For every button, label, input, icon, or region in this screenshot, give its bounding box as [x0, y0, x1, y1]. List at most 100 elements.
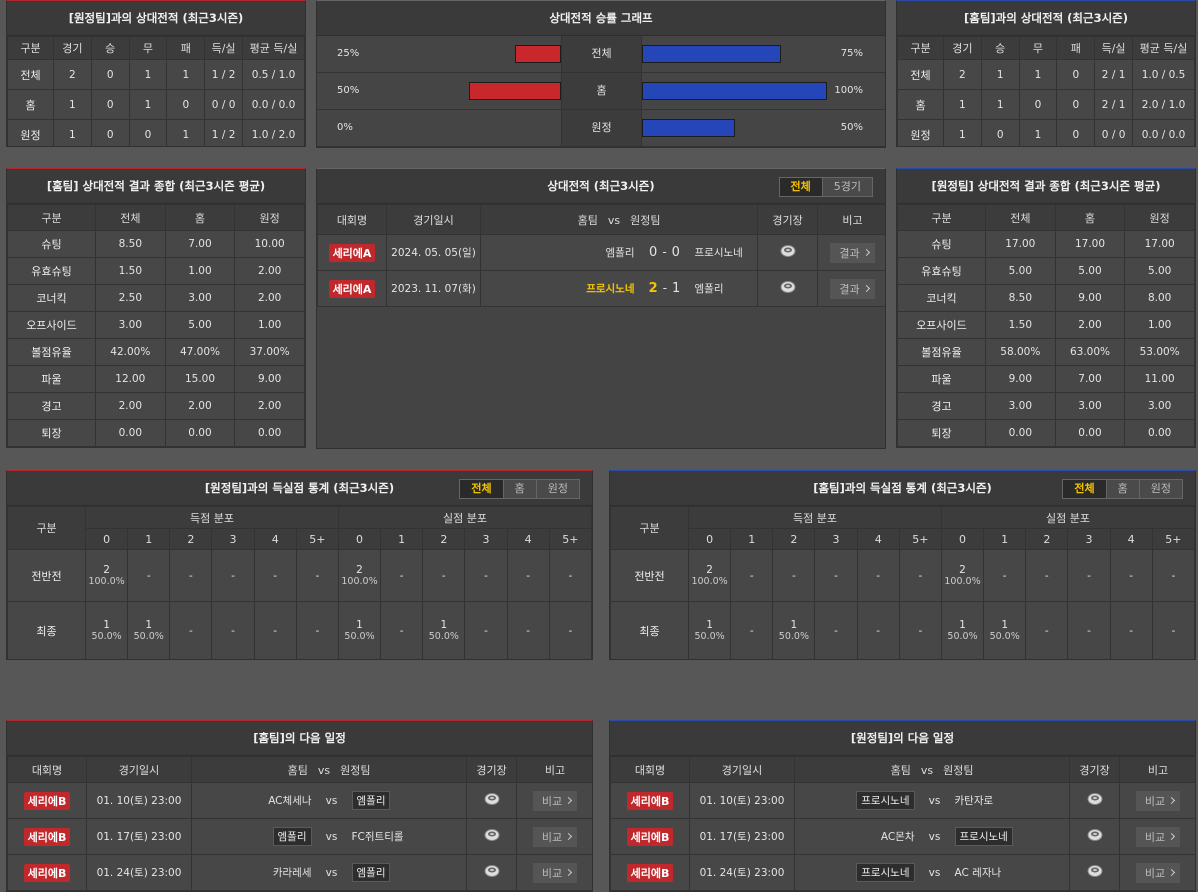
bin-header: 0 [940, 528, 985, 550]
cell: 1 [53, 119, 92, 146]
cell: 37.00% [234, 338, 305, 366]
goals-table: 구분 득점 분포 실점 분포 0 1 2 3 4 5+ 0 1 2 3 4 5+ 전반전 2 100.0% - - - -… [610, 506, 1195, 659]
stadium-icon [780, 245, 796, 257]
button[interactable]: 비교 [1135, 790, 1181, 811]
column-header: 평균 득/실 [242, 36, 305, 60]
button[interactable]: 비교 [532, 790, 578, 811]
panel-title: [원정팀]과의 상대전적 (최근3시즌) [68, 11, 244, 25]
column-header: 승 [980, 36, 1020, 60]
cell: 15.00 [164, 365, 236, 393]
cell: 3.00 [1124, 392, 1195, 420]
cell-count: 1 [1001, 619, 1009, 631]
panel-title: [원정팀]과의 득실점 통계 (최근3시즌) [204, 481, 395, 495]
tab[interactable]: 전체 [460, 480, 503, 498]
header-row: 대회명 경기일시 홈팀 vs 원정팀 경기장 비고 [610, 756, 1195, 783]
row-label: 최종 [610, 601, 689, 659]
tab[interactable]: 원정 [1138, 480, 1182, 498]
column-header: 무 [1018, 36, 1058, 60]
button[interactable]: 비교 [532, 826, 578, 847]
stadium-icon [1087, 829, 1103, 841]
tab[interactable]: 홈 [502, 480, 536, 498]
column-header: 비고 [817, 204, 885, 235]
left-label: 25% [337, 48, 360, 59]
cell: 0 [1056, 119, 1096, 146]
button[interactable]: 비교 [1135, 826, 1181, 847]
cell: 2 [53, 59, 92, 90]
button[interactable]: 비교 [1135, 862, 1181, 883]
cell: - [127, 549, 171, 602]
tab[interactable]: 홈 [1105, 480, 1139, 498]
cell-count: 1 [706, 619, 713, 631]
middle-cell: 0-0 [638, 234, 691, 271]
cell: 1.0 / 2.0 [242, 119, 305, 146]
cell: 58.00% [985, 338, 1056, 366]
cell-percent: 50.0% [947, 631, 978, 642]
middle-cell: vs [315, 782, 348, 819]
column-header-part: vs [920, 763, 934, 777]
cell: - [253, 549, 297, 602]
row: 볼점유율 42.00% 47.00% 37.00% [7, 338, 305, 366]
away-cell: 프로시노네 [690, 234, 759, 271]
score-separator: - [662, 281, 668, 295]
left-label: 0% [337, 122, 353, 133]
row: 파울 9.00 7.00 11.00 [897, 365, 1195, 393]
home-cell: 프로시노네 [794, 782, 919, 819]
tab[interactable]: 원정 [535, 480, 579, 498]
bin-header: 4 [253, 528, 297, 550]
cell-percent: 100.0% [691, 575, 728, 587]
button[interactable]: 결과 [830, 242, 875, 263]
home-team: AC몬차 [880, 831, 915, 843]
column-header: 경기일시 [386, 204, 481, 235]
column-header: 경기 [943, 36, 982, 60]
match-table: 대회명 경기일시 홈팀 vs 원정팀 경기장 비고 세리에B 01. 10(토) 23:00 AC… [7, 756, 592, 891]
cell-count: 1 [959, 619, 966, 631]
button[interactable]: 결과 [830, 278, 875, 299]
stats-table: 구분 전체 홈 원정 슈팅 8.50 7.00 10.00 유효슈팅 1.50 1.00 2.00 코너… [7, 204, 305, 447]
cell: - [211, 549, 255, 602]
panel: [원정팀]과의 상대전적 (최근3시즌) 구분 경기 승 무 패 득/실 평균 득/실 전체 2 0… [6, 0, 306, 147]
cell: 8.00 [1124, 284, 1195, 312]
column-header: 승 [90, 36, 130, 60]
button[interactable]: 비교 [532, 862, 578, 883]
tab[interactable]: 5경기 [821, 178, 872, 196]
row-header: 구분 [7, 506, 86, 550]
column-header: 경기 [53, 36, 92, 60]
cell: - [548, 601, 592, 659]
button-cell: 결과 [817, 234, 885, 271]
cell: 1 50.0% [84, 601, 129, 659]
cell: 3.00 [95, 311, 166, 339]
cell: 1 / 2 [204, 59, 243, 90]
league-cell: 세리에A [317, 270, 387, 307]
away-score: 1 [672, 281, 681, 296]
date: 01. 17(토) 23:00 [86, 818, 192, 855]
match-row: 세리에B 01. 10(토) 23:00 프로시노네 vs 카탄자로 비교 [610, 782, 1195, 819]
away-cell: 카탄자로 [950, 782, 1071, 819]
cell: 7.00 [164, 230, 236, 258]
cell: 9.00 [985, 365, 1056, 393]
cell: 1 [53, 89, 92, 120]
cell: 0 [128, 119, 168, 146]
stadium-cell [1069, 782, 1121, 819]
bin-header: 1 [127, 528, 171, 550]
cell: 0 [980, 119, 1020, 146]
column-header: 대회명 [317, 204, 387, 235]
cell: 7.00 [1054, 365, 1126, 393]
panel-header: [원정팀] 상대전적 결과 종합 (최근3시즌 평균) [897, 169, 1195, 204]
row: 슈팅 8.50 7.00 10.00 [7, 230, 305, 258]
cell: 1.50 [95, 257, 166, 285]
group-row: 구분 득점 분포 실점 분포 [7, 506, 592, 550]
tab[interactable]: 전체 [779, 178, 822, 196]
cell: 0.0 / 0.0 [242, 89, 305, 120]
cell: 17.00 [1054, 230, 1126, 258]
cell: 2 / 1 [1094, 89, 1133, 120]
cell: 2 [943, 59, 982, 90]
button-cell: 비교 [516, 854, 592, 891]
away-team: 프로시노네 [694, 247, 743, 259]
cell: 2 100.0% [337, 549, 382, 602]
league-cell: 세리에B [610, 818, 690, 855]
cell: 5.00 [985, 257, 1056, 285]
cell: 3.00 [1054, 392, 1126, 420]
category-label: 전체 [561, 36, 642, 72]
tab[interactable]: 전체 [1063, 480, 1106, 498]
cell: - [856, 549, 900, 602]
